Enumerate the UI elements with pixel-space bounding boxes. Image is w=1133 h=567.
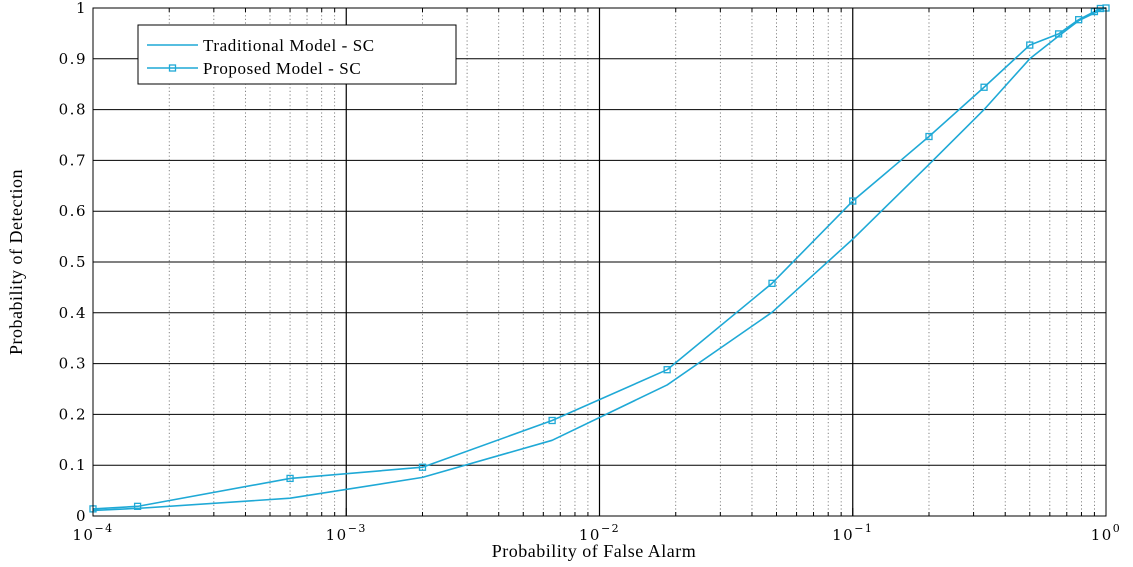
series-line-2 [92, 7, 1107, 510]
series-marker-2 [925, 132, 933, 141]
series-marker-2 [663, 366, 671, 374]
legend-label-1: Traditional Model - SC [203, 36, 375, 55]
legend-label-2: Proposed Model - SC [203, 59, 361, 78]
series-marker-2 [1054, 30, 1063, 38]
y-tick-label: 0.9 [59, 50, 87, 68]
series-marker-2 [1026, 41, 1034, 49]
y-tick-label: 0.1 [59, 456, 87, 474]
series-marker-2 [418, 463, 427, 471]
tick-labels: 0 0.1 0.2 0.3 0.4 0.5 0.6 0.7 0.8 0.9 1 10−4 10−3 10−… [59, 0, 1122, 544]
series-marker-2 [849, 197, 857, 205]
x-tick-label: 100 [1091, 522, 1122, 544]
y-tick-label: 0.5 [59, 253, 87, 271]
y-tick-label: 0.6 [59, 202, 87, 220]
series-marker-2 [1075, 16, 1083, 24]
x-tick-label: 10−1 [832, 522, 873, 544]
y-tick-label: 1 [76, 0, 87, 17]
legend-marker-2 [168, 64, 177, 72]
x-tick-label: 10−2 [579, 522, 620, 544]
y-tick-label: 0.4 [59, 304, 87, 322]
x-tick-label: 10−3 [326, 522, 367, 544]
y-tick-label: 0 [76, 507, 87, 525]
x-axis-label: Probability of False Alarm [492, 541, 696, 561]
legend: Traditional Model - SC Proposed Model - S… [137, 24, 457, 85]
y-axis-label: Probability of Detection [6, 169, 26, 355]
series-layer [89, 4, 1110, 513]
series-marker-2 [980, 83, 988, 91]
series-line-1 [92, 7, 1107, 512]
series-marker-2 [548, 416, 556, 425]
axis-ticks [92, 8, 1107, 516]
y-tick-label: 0.8 [59, 101, 87, 119]
y-tick-label: 0.3 [59, 355, 87, 373]
x-tick-label: 10−4 [72, 522, 113, 544]
legend-box [137, 24, 457, 85]
series-marker-2 [286, 474, 294, 483]
series-marker-2 [133, 502, 142, 510]
y-tick-label: 0.7 [59, 151, 87, 169]
series-marker-2 [768, 279, 776, 287]
y-tick-label: 0.2 [59, 405, 87, 423]
